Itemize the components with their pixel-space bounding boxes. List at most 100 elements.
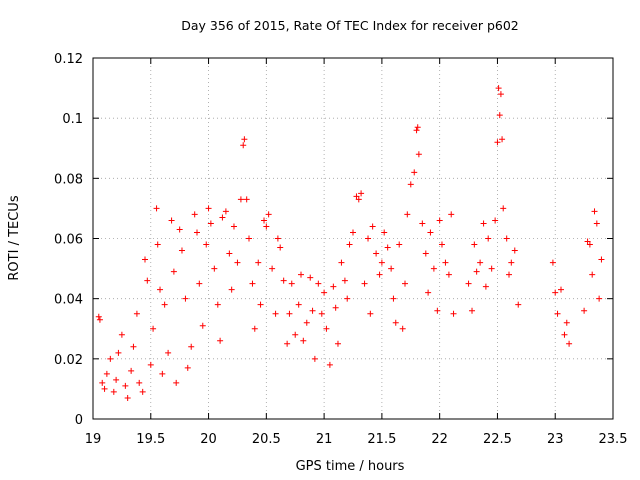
data-point [298,271,304,278]
x-tick-label: 19.5 [136,432,165,447]
data-point [503,235,510,242]
data-point [499,136,506,143]
data-point [237,196,244,203]
data-point [147,361,154,368]
data-point [430,265,437,272]
y-tick-label: 0.06 [54,233,83,248]
data-point [396,241,403,248]
data-point [321,289,328,296]
data-point [122,382,129,389]
data-point [511,247,518,254]
data-points [95,85,605,401]
data-point [176,226,183,233]
y-tick-label: 0.08 [54,172,83,187]
data-point [469,307,476,314]
data-point [161,301,168,308]
data-point [496,112,503,119]
data-point [263,223,270,230]
data-point [554,310,561,317]
x-axis-label: GPS time / hours [296,459,405,474]
data-point [438,241,445,248]
data-point [300,337,307,344]
data-point [128,367,135,374]
data-point [436,217,443,224]
data-point [492,217,499,224]
data-point [506,271,512,278]
data-point [473,268,480,275]
data-point [196,280,203,287]
data-point [295,301,302,308]
data-point [344,295,351,302]
data-point [390,295,397,302]
data-point [280,277,287,284]
data-point [226,250,233,257]
data-point [217,337,224,344]
data-point [334,340,341,347]
y-axis-label: ROTI / TECUs [7,195,22,280]
data-point [381,229,388,236]
data-point [292,331,299,338]
chart-title: Day 356 of 2015, Rate Of TEC Index for r… [181,18,518,33]
data-point [188,343,195,350]
data-point [142,256,148,263]
data-point [133,310,140,317]
data-point [367,310,374,317]
data-point [307,274,314,281]
data-point [115,349,122,356]
data-point [124,394,131,401]
data-point [309,307,316,314]
data-point [488,265,495,272]
grid-lines [93,58,613,419]
data-point [265,211,272,218]
data-point [465,280,472,287]
data-point [384,244,391,251]
data-point [272,310,279,317]
data-point [150,325,157,332]
data-point [591,208,598,215]
data-point [207,220,214,227]
data-point [311,355,318,362]
data-point [257,301,264,308]
data-point [341,277,348,284]
data-point [355,196,362,203]
data-point [586,241,593,248]
data-point [448,211,455,218]
y-tick-label: 0.12 [54,52,83,67]
data-point [515,301,522,308]
x-tick-label: 20 [200,432,217,447]
data-point [500,205,507,212]
data-point [427,229,434,236]
data-point [376,271,383,278]
data-point [194,229,200,236]
data-point [243,196,250,203]
data-point [110,388,117,395]
data-point [369,223,376,230]
data-point [168,217,175,224]
data-point [103,370,110,377]
data-point [358,190,365,197]
data-point [596,295,603,302]
data-point [346,241,353,248]
data-point [450,310,457,317]
data-point [139,388,146,395]
data-point [581,307,588,314]
data-point [246,235,252,242]
data-point [107,355,114,362]
data-point [203,241,210,248]
data-point [255,259,262,266]
data-point [589,271,596,278]
data-point [552,289,559,296]
data-point [251,325,258,332]
data-point [173,379,180,386]
data-point [234,259,241,266]
data-point [365,235,372,242]
data-point [584,238,591,245]
data-point [182,295,189,302]
data-point [159,370,166,377]
data-point [445,271,452,278]
data-point [284,340,291,347]
x-tick-label: 22.5 [483,432,512,447]
data-point [407,181,414,188]
x-tick-label: 19 [85,432,102,447]
